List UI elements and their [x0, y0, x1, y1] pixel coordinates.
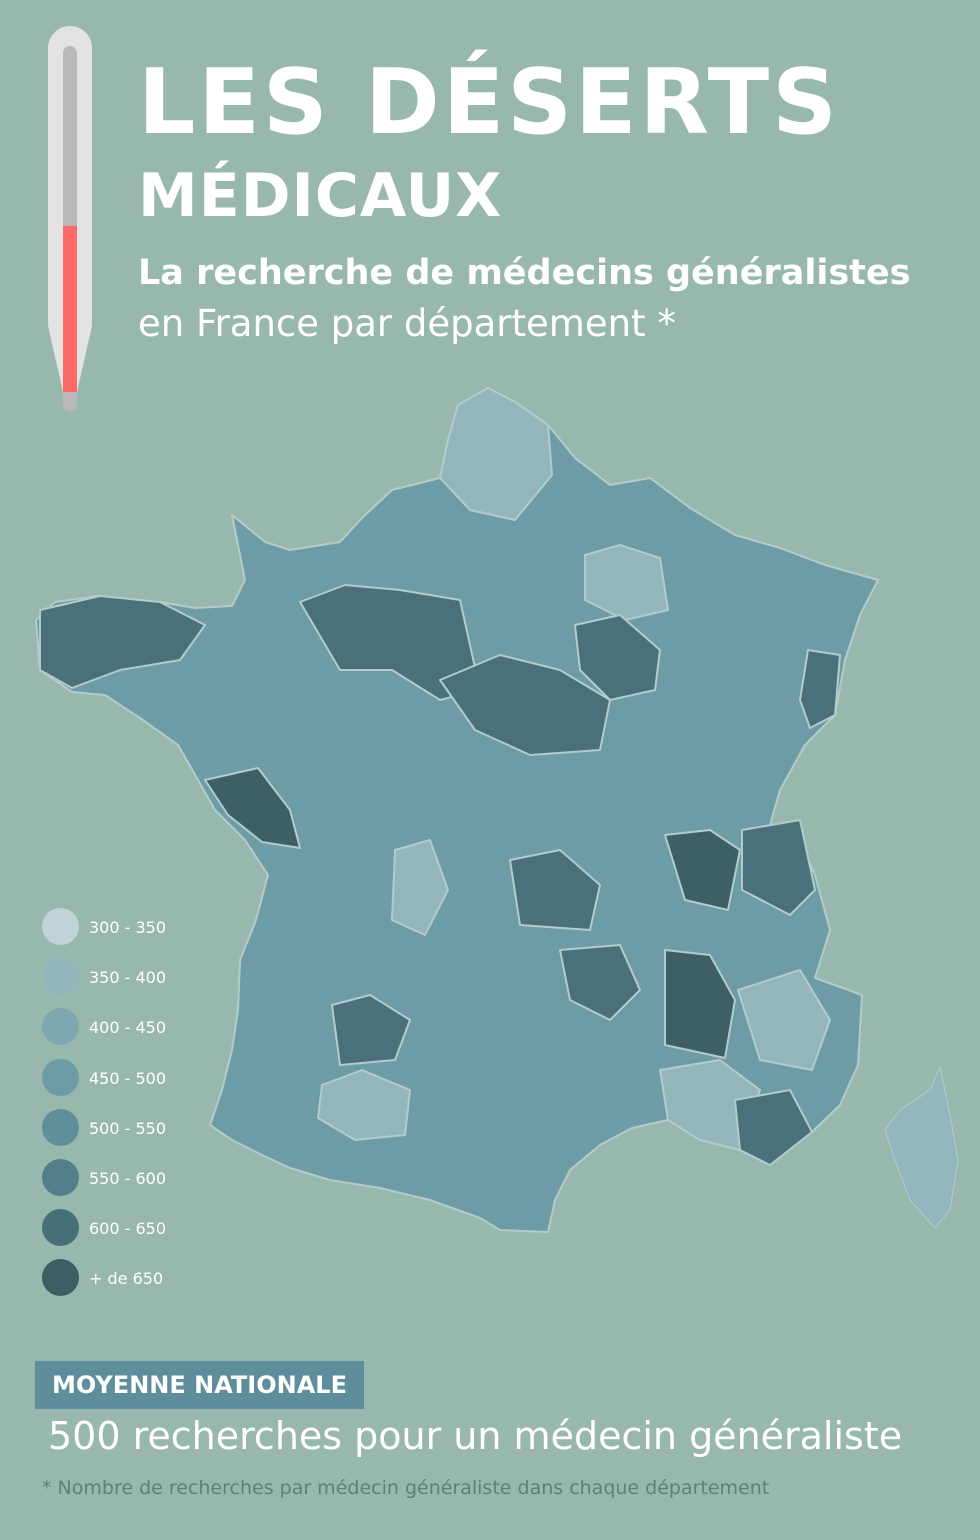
- legend-label: 500 - 550: [89, 1118, 167, 1138]
- legend-label: 600 - 650: [89, 1219, 167, 1239]
- region-champagne: [574, 614, 661, 701]
- department-lot: [331, 994, 411, 1066]
- footnote: * Nombre de recherches par médecin génér…: [42, 1477, 770, 1499]
- legend-swatch: [42, 1209, 79, 1247]
- department-drome: [664, 949, 736, 1059]
- department-alpes: [737, 969, 831, 1071]
- france-mainland: [35, 387, 879, 1233]
- legend-swatch: [42, 908, 79, 945]
- legend-label: + de 650: [89, 1269, 164, 1289]
- france-department-map: [35, 387, 959, 1233]
- national-average-badge: MOYENNE NATIONALE: [35, 1361, 364, 1409]
- page-title-sub: MÉDICAUX: [138, 161, 503, 231]
- legend-label: 400 - 450: [89, 1018, 167, 1038]
- department-ain: [664, 829, 741, 911]
- region-bretagne-nord: [39, 595, 206, 689]
- legend-label: 300 - 350: [89, 918, 167, 937]
- subtitle-bold: La recherche de médecins généralistes: [138, 253, 911, 293]
- region-hauts-de-france: [439, 387, 553, 521]
- department-haute-vienne: [391, 839, 449, 936]
- legend-swatch: [42, 958, 79, 996]
- department-savoie: [741, 819, 816, 916]
- region-marne: [584, 544, 669, 621]
- subtitle: en France par département *: [138, 302, 676, 345]
- department-vendee: [204, 767, 301, 849]
- legend-label: 350 - 400: [89, 968, 167, 988]
- legend-swatch: [42, 1158, 79, 1196]
- legend-swatch: [42, 1008, 79, 1046]
- legend-swatch: [42, 1058, 79, 1096]
- department-haute-loire: [559, 944, 641, 1021]
- legend-swatch: [42, 1108, 79, 1146]
- department-haut-rhin: [799, 649, 841, 729]
- legend-swatch: [42, 1259, 79, 1297]
- legend-label: 550 - 600: [89, 1168, 167, 1188]
- department-haute-garonne: [317, 1069, 411, 1141]
- legend-label: 450 - 500: [89, 1068, 167, 1088]
- page-title: LES DÉSERTS: [138, 50, 840, 155]
- thermometer-icon: [48, 26, 92, 412]
- region-centre: [439, 654, 611, 756]
- department-puy-de-dome: [509, 849, 601, 931]
- corse: [884, 1065, 959, 1229]
- national-average-text: 500 recherches pour un médecin généralis…: [48, 1414, 903, 1458]
- department-var: [734, 1089, 813, 1166]
